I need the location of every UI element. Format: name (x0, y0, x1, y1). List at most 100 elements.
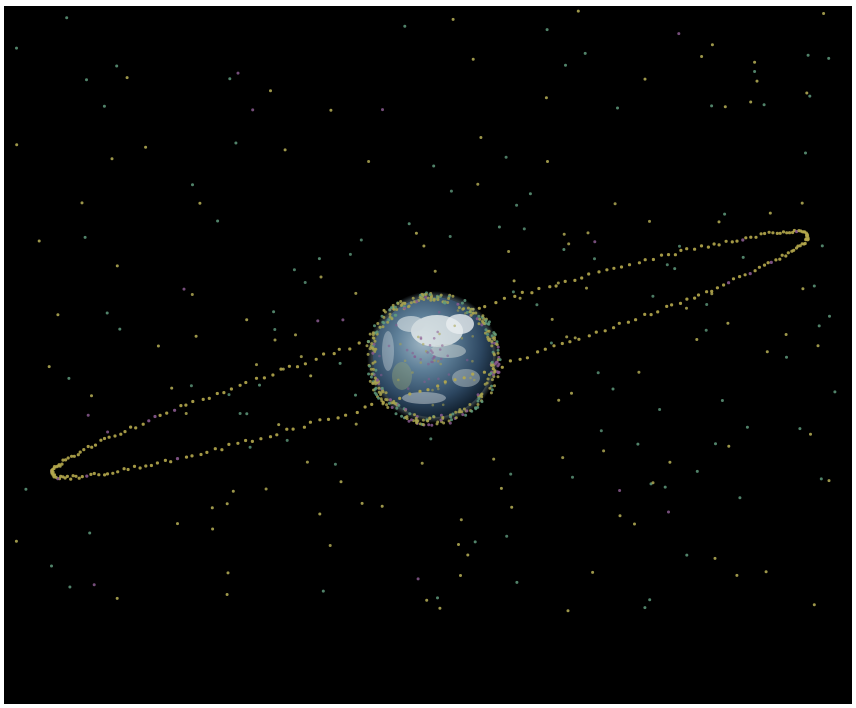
leo-satellite-dot (490, 384, 494, 388)
leo-satellite-dot (374, 347, 378, 351)
scattered-satellite-dot (602, 449, 606, 453)
leo-satellite-dot (382, 315, 386, 319)
scattered-satellite-dot (593, 240, 597, 244)
leo-satellite-dot (454, 410, 458, 414)
leo-satellite-dot (403, 359, 407, 363)
geo-satellite-dot (781, 230, 786, 234)
geo-satellite-dot (795, 229, 799, 234)
scattered-satellite-dot (227, 393, 231, 397)
scattered-satellite-dot (633, 522, 636, 526)
scattered-satellite-dot (303, 281, 307, 284)
geo-satellite-dot (554, 284, 558, 288)
scattered-satellite-dot (507, 250, 511, 253)
leo-satellite-dot (370, 372, 374, 376)
leo-satellite-dot (369, 367, 373, 371)
scattered-satellite-dot (618, 489, 622, 492)
leo-satellite-dot (369, 375, 373, 379)
scattered-satellite-dot (571, 475, 574, 479)
leo-satellite-dot (406, 387, 410, 390)
geo-satellite-dot (144, 464, 148, 468)
scattered-satellite-dot (354, 422, 358, 426)
leo-satellite-dot (465, 358, 469, 362)
scattered-satellite-dot (226, 571, 230, 575)
geo-satellite-dot (332, 352, 336, 356)
scattered-satellite-dot (685, 553, 689, 557)
geo-satellite-dot (80, 475, 84, 479)
geo-satellite-dot (85, 474, 89, 478)
scattered-satellite-dot (273, 338, 277, 342)
scattered-satellite-dot (636, 442, 640, 446)
scattered-satellite-dot (573, 336, 577, 340)
scattered-satellite-dot (822, 12, 826, 15)
leo-satellite-dot (427, 362, 430, 366)
scattered-satellite-dot (749, 100, 753, 104)
geo-satellite-dot (201, 397, 205, 401)
geo-satellite-dot (643, 258, 647, 262)
scattered-satellite-dot (309, 374, 313, 378)
scattered-satellite-dot (576, 9, 580, 13)
geo-satellite-dot (116, 470, 120, 474)
leo-satellite-dot (447, 297, 451, 300)
scattered-satellite-dot (651, 481, 655, 485)
geo-satellite-dot (790, 249, 794, 253)
geo-satellite-dot (678, 301, 683, 305)
geo-satellite-dot (103, 473, 107, 477)
scattered-satellite-dot (593, 257, 596, 261)
geo-satellite-dot (805, 233, 810, 238)
leo-satellite-dot (492, 331, 496, 335)
scattered-satellite-dot (277, 423, 281, 427)
scattered-satellite-dot (56, 313, 60, 317)
scattered-satellite-dot (92, 583, 96, 587)
scattered-satellite-dot (299, 355, 303, 359)
scattered-satellite-dot (234, 141, 238, 145)
leo-satellite-dot (379, 393, 383, 397)
leo-satellite-dot (431, 357, 435, 360)
leo-satellite-dot (454, 416, 458, 420)
leo-satellite-dot (473, 378, 476, 382)
leo-satellite-dot (463, 299, 467, 302)
geo-satellite-dot (771, 231, 775, 235)
scattered-satellite-dot (403, 24, 407, 28)
leo-satellite-dot (388, 312, 392, 316)
geo-satellite-dot (717, 243, 721, 247)
geo-satellite-dot (735, 239, 739, 243)
geo-satellite-dot (57, 463, 61, 467)
scattered-satellite-dot (673, 267, 677, 271)
scattered-satellite-dot (476, 182, 480, 186)
scattered-satellite-dot (564, 63, 567, 67)
leo-satellite-dot (426, 419, 430, 423)
geo-satellite-dot (408, 392, 412, 396)
geo-satellite-dot (138, 466, 142, 470)
leo-satellite-dot (439, 357, 443, 361)
leo-satellite-dot (470, 409, 474, 413)
geo-satellite-dot (548, 285, 552, 289)
leo-satellite-dot (397, 378, 400, 382)
scattered-satellite-dot (50, 564, 53, 568)
scattered-satellite-dot (755, 79, 759, 83)
leo-satellite-dot (442, 301, 446, 305)
scattered-satellite-dot (354, 393, 357, 397)
geo-satellite-dot (254, 376, 259, 380)
geo-satellite-dot (64, 458, 68, 462)
leo-satellite-dot (403, 301, 407, 305)
leo-satellite-dot (453, 324, 457, 328)
leo-satellite-dot (428, 344, 432, 347)
geo-satellite-dot (191, 399, 195, 404)
geo-satellite-dot (61, 458, 65, 462)
geo-satellite-dot (651, 257, 656, 262)
geo-satellite-dot (748, 272, 752, 276)
geo-satellite-dot (787, 231, 792, 235)
geo-satellite-dot (74, 474, 78, 478)
geo-satellite-dot (722, 283, 726, 287)
leo-satellite-dot (490, 388, 494, 392)
scattered-satellite-dot (515, 203, 519, 207)
geo-satellite-dot (158, 413, 162, 417)
leo-satellite-cluster (365, 291, 502, 427)
leo-satellite-dot (397, 403, 401, 407)
geo-satellite-dot (129, 425, 133, 429)
geo-satellite-dot (326, 417, 331, 421)
geo-satellite-dot (184, 403, 188, 407)
scattered-satellite-dot (144, 145, 148, 149)
leo-satellite-dot (404, 415, 408, 419)
geo-satellite-dot (494, 301, 498, 305)
